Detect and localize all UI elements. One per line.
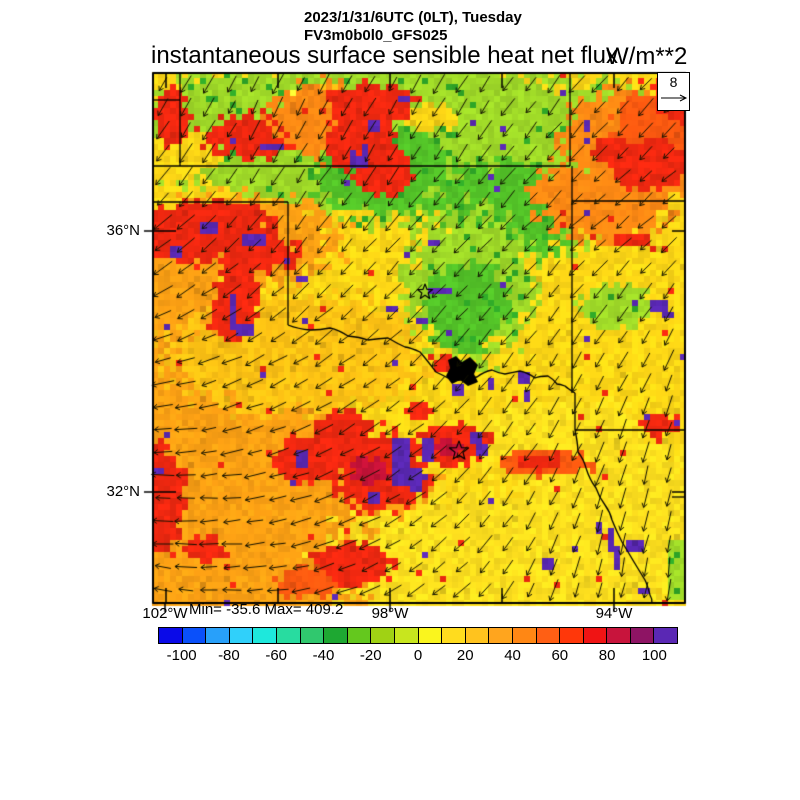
colorbar-segment — [206, 628, 230, 643]
colorbar-segment — [347, 628, 372, 643]
colorbar-segment — [442, 628, 466, 643]
colorbar-tick-label: -40 — [312, 647, 335, 664]
colorbar-segment — [630, 628, 655, 643]
colorbar-segment — [560, 628, 584, 643]
page-title: instantaneous surface sensible heat net … — [151, 42, 618, 69]
colorbar-tick-label: -60 — [265, 647, 288, 664]
colorbar-segment — [253, 628, 277, 643]
max-label: Max= — [264, 601, 302, 618]
colorbar-segment — [159, 628, 183, 643]
colorbar-segment — [489, 628, 513, 643]
colorbar-segment — [276, 628, 301, 643]
lon-label-98w: 98°W — [371, 605, 409, 622]
colorbar-tick-label: -20 — [359, 647, 382, 664]
min-value: -35.6 — [226, 601, 261, 618]
datetime-label: 2023/1/31/6UTC (0LT), Tuesday — [304, 9, 522, 26]
colorbar-segment — [536, 628, 561, 643]
colorbar-tick-label: 100 — [641, 647, 667, 664]
wind-reference-arrow-icon — [660, 94, 687, 102]
colorbar-segment — [512, 628, 537, 643]
colorbar-segment — [371, 628, 395, 643]
units-label: W/m**2 — [606, 43, 688, 70]
colorbar-segment — [324, 628, 348, 643]
lon-label-102w: 102°W — [142, 605, 188, 622]
colorbar-segment — [300, 628, 325, 643]
colorbar-tick-label: -100 — [166, 647, 197, 664]
colorbar-segment — [465, 628, 490, 643]
wind-reference-value: 8 — [669, 74, 678, 90]
minmax-stat: Min= -35.6 Max= 409.2 — [189, 601, 343, 618]
colorbar-segment — [654, 628, 678, 643]
colorbar-tick-label: 40 — [504, 647, 521, 664]
colorbar — [158, 627, 678, 644]
colorbar-segment — [583, 628, 608, 643]
colorbar-tick-label: 60 — [551, 647, 569, 664]
colorbar-segment — [394, 628, 419, 643]
model-run-label: FV3m0b0l0_GFS025 — [304, 27, 448, 44]
colorbar-segment — [607, 628, 631, 643]
min-label: Min= — [189, 601, 222, 618]
wind-reference-box: 8 — [657, 72, 690, 111]
colorbar-segment — [229, 628, 254, 643]
colorbar-tick-label: -80 — [218, 647, 240, 664]
colorbar-tick-label: 0 — [413, 647, 423, 664]
lon-label-94w: 94°W — [595, 605, 633, 622]
colorbar-segment — [418, 628, 443, 643]
colorbar-tick-label: 20 — [456, 647, 474, 664]
max-value: 409.2 — [305, 601, 344, 618]
lat-label-32n: 32°N — [106, 483, 140, 500]
lat-label-36n: 36°N — [106, 222, 140, 239]
colorbar-segment — [182, 628, 207, 643]
colorbar-tick-label: 80 — [598, 647, 616, 664]
